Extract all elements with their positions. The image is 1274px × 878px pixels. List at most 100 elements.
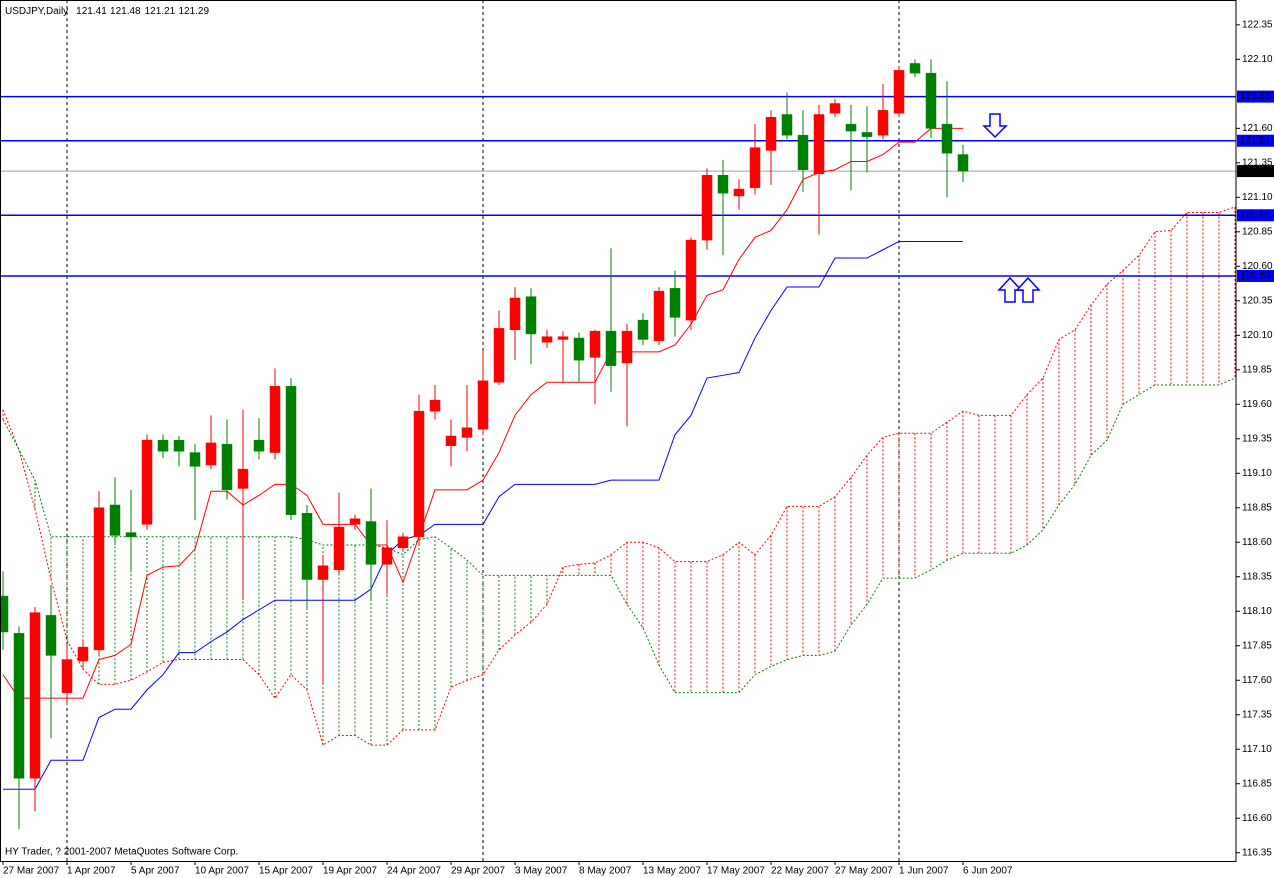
x-tick-label: 24 Apr 2007 xyxy=(387,866,441,877)
y-tick-label: 116.60 xyxy=(1242,813,1272,824)
candle-body xyxy=(893,70,905,114)
candle-body xyxy=(237,468,249,489)
header-close: 121.29 xyxy=(178,6,209,17)
candle-body xyxy=(589,330,601,358)
x-tick-label: 8 May 2007 xyxy=(579,866,632,877)
candle-body xyxy=(413,410,425,537)
y-tick-label: 121.60 xyxy=(1242,123,1273,134)
candle-body xyxy=(797,134,809,170)
level-label-box xyxy=(1237,134,1274,147)
candle-body xyxy=(493,328,505,383)
candle-body xyxy=(733,188,745,197)
candle-body xyxy=(125,532,137,537)
x-tick-label: 27 May 2007 xyxy=(835,866,893,877)
candle-body xyxy=(189,452,201,467)
candle-body xyxy=(365,521,377,565)
indicator-line xyxy=(3,240,963,790)
y-tick-label: 121.35 xyxy=(1242,157,1273,168)
level-label-box xyxy=(1237,90,1274,103)
x-tick-label: 22 May 2007 xyxy=(771,866,829,877)
candle-body xyxy=(621,330,633,364)
candle-body xyxy=(157,439,169,452)
symbol: USDJPY,Daily xyxy=(5,6,68,17)
candle-body xyxy=(525,296,537,335)
y-tick-label: 118.85 xyxy=(1242,502,1272,513)
x-tick-label: 13 May 2007 xyxy=(643,866,701,877)
sell-arrow xyxy=(982,113,1008,139)
x-tick-label: 19 Apr 2007 xyxy=(323,866,377,877)
y-tick-label: 120.60 xyxy=(1242,261,1273,272)
x-tick-label: 6 Jun 2007 xyxy=(963,866,1013,877)
y-tick-label: 117.85 xyxy=(1242,640,1272,651)
candle-body xyxy=(749,147,761,188)
level-label: 120.53 xyxy=(1240,271,1271,282)
last-price-box xyxy=(1237,165,1274,178)
candle-body xyxy=(349,518,361,525)
candle-body xyxy=(685,239,697,321)
candle-body xyxy=(61,659,73,693)
x-tick-label: 10 Apr 2007 xyxy=(195,866,249,877)
x-tick-label: 5 Apr 2007 xyxy=(131,866,180,877)
y-tick-label: 118.10 xyxy=(1242,606,1272,617)
y-tick-label: 117.10 xyxy=(1242,744,1272,755)
plot-border xyxy=(0,0,1237,862)
candle-body xyxy=(141,439,153,525)
y-tick-label: 120.35 xyxy=(1242,295,1273,306)
candle-body xyxy=(781,114,793,136)
y-tick-label: 119.35 xyxy=(1242,433,1272,444)
candle-body xyxy=(877,110,889,136)
footer: HY Trader, ? 2001-2007 MetaQuotes Softwa… xyxy=(5,847,238,858)
header: USDJPY,Daily 121.41 121.48 121.21 121.29 xyxy=(5,6,209,17)
signal-arrows xyxy=(982,113,1041,303)
candle-body xyxy=(957,154,969,172)
candle-body xyxy=(765,117,777,151)
candle-body xyxy=(29,612,41,779)
y-tick-label: 119.10 xyxy=(1242,468,1272,479)
candle-body xyxy=(77,646,89,662)
candle-body xyxy=(13,633,25,779)
y-tick-label: 122.35 xyxy=(1242,19,1273,30)
level-label: 121.51 xyxy=(1240,135,1271,146)
candle-body xyxy=(301,513,313,580)
header-low: 121.21 xyxy=(145,6,176,17)
candle-body xyxy=(925,72,937,129)
candle-body xyxy=(317,565,329,580)
candle-body xyxy=(173,439,185,452)
candle-body xyxy=(717,174,729,194)
y-tick-label: 119.60 xyxy=(1242,399,1272,410)
candle-body xyxy=(429,399,441,412)
level-label: 121.83 xyxy=(1240,91,1271,102)
y-tick-label: 118.60 xyxy=(1242,537,1272,548)
candle-body xyxy=(445,435,457,446)
level-label-box xyxy=(1237,269,1274,282)
candle-body xyxy=(45,615,57,656)
x-tick-label: 15 Apr 2007 xyxy=(259,866,313,877)
candle-body xyxy=(637,319,649,340)
candle-body xyxy=(333,526,345,571)
candle-body xyxy=(941,123,953,154)
candle-body xyxy=(109,504,121,536)
candle-body xyxy=(253,439,265,452)
candle-body xyxy=(829,103,841,114)
candle-body xyxy=(205,442,217,466)
candle-body xyxy=(0,595,9,633)
x-tick-label: 1 Jun 2007 xyxy=(899,866,949,877)
candle-body xyxy=(461,427,473,438)
axes: 122.35 122.10 121.60 121.35 121.10 120.85 120.… xyxy=(2,19,1274,877)
y-tick-label: 116.85 xyxy=(1242,778,1272,789)
y-tick-label: 117.35 xyxy=(1242,709,1272,720)
buy-arrow xyxy=(1015,276,1041,303)
level-label-box xyxy=(1237,209,1274,222)
y-tick-label: 120.10 xyxy=(1242,330,1273,341)
x-tick-label: 27 Mar 2007 xyxy=(3,866,60,877)
y-tick-label: 116.35 xyxy=(1242,847,1272,858)
header-high: 121.48 xyxy=(110,6,141,17)
y-tick-label: 120.85 xyxy=(1242,226,1273,237)
candle-body xyxy=(509,297,521,331)
cloud-edge xyxy=(2,377,1236,694)
candle-body xyxy=(845,123,857,132)
candle-body xyxy=(909,63,921,74)
x-tick-label: 29 Apr 2007 xyxy=(451,866,505,877)
